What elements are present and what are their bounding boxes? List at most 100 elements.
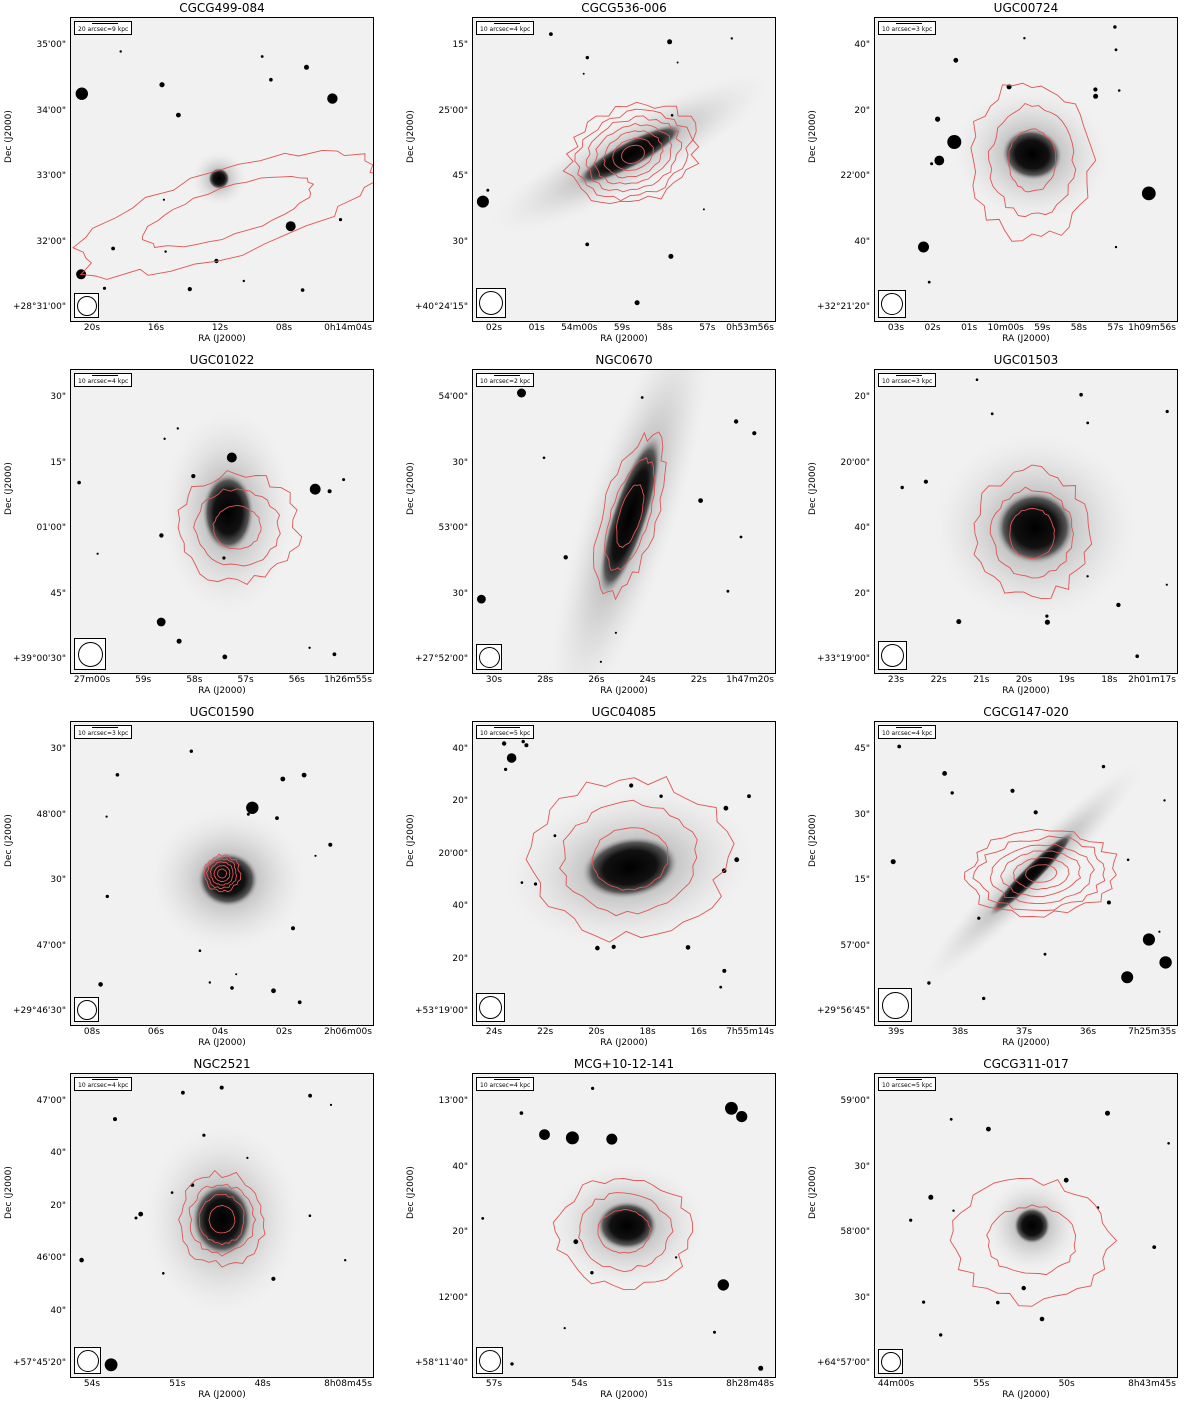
y-tick-label: +32°21'20": [816, 302, 870, 312]
galaxy-core: [202, 473, 254, 552]
star: [176, 638, 182, 644]
star: [918, 241, 929, 253]
x-axis-label: RA (J2000): [600, 334, 648, 344]
beam-indicator: [476, 993, 505, 1022]
x-tick-label: 20s: [588, 1027, 605, 1037]
hi-contour: [1025, 864, 1058, 883]
y-tick-label: 45": [854, 744, 870, 754]
star: [242, 279, 245, 283]
x-tick-label: 03s: [887, 323, 905, 333]
star: [947, 135, 962, 149]
galaxy-image-svg: [918, 25, 1156, 284]
x-tick-label: 02s: [275, 1027, 293, 1037]
galaxy-image-svg: [481, 1086, 764, 1371]
hi-contour: [963, 828, 1118, 918]
galaxy-panel: CGCG536-006 10 arcsec=4 kpc Dec (J2000) 15"…: [402, 0, 802, 351]
y-tick-label: 47'00": [36, 940, 66, 951]
x-tick-label: 48s: [254, 1379, 271, 1389]
x-tick-label: 36s: [1079, 1027, 1097, 1037]
y-tick-label: 45": [50, 588, 66, 599]
hi-contour: [593, 431, 667, 601]
hi-contour: [562, 101, 700, 205]
y-axis-label: Dec (J2000): [4, 462, 14, 515]
x-tick-label: 51s: [656, 1379, 673, 1389]
x-tick-label: 58s: [1070, 323, 1087, 333]
beam-ellipse: [78, 642, 103, 667]
star: [674, 1256, 678, 1259]
galaxy-panel: UGC01590 10 arcsec=3 kpc Dec (J2000) 30" 48'…: [0, 704, 400, 1055]
x-tick-label: 04s: [211, 1027, 229, 1037]
x-tick-label: 44m00s: [877, 1379, 915, 1389]
panel-title: UGC04085: [591, 705, 657, 719]
scale-bar-line: [92, 727, 118, 728]
y-tick-label: 20": [854, 588, 870, 599]
x-tick-label: 7h25m35s: [1128, 1027, 1176, 1037]
hi-contour: [1009, 508, 1055, 560]
star: [138, 1211, 144, 1217]
star: [271, 988, 276, 994]
star: [521, 739, 525, 744]
y-tick-label: 12'00": [438, 1292, 468, 1303]
hi-contour: [559, 799, 698, 917]
star: [327, 489, 332, 494]
star: [510, 1362, 514, 1366]
x-tick-label: 16s: [690, 1027, 707, 1037]
star: [300, 288, 305, 292]
y-tick-label: 20": [854, 105, 870, 116]
star: [246, 812, 250, 816]
beam-indicator: [476, 644, 502, 670]
star: [191, 474, 196, 479]
galaxy-image-svg: [98, 731, 333, 1005]
star: [159, 82, 165, 88]
y-tick-label: 25'00": [438, 105, 468, 116]
galaxy-image-svg: [72, 50, 373, 292]
star: [235, 973, 238, 976]
x-tick-label: 24s: [639, 675, 656, 685]
galaxy-panel: UGC04085 10 arcsec=5 kpc Dec (J2000) 40" 20"…: [402, 704, 802, 1055]
y-axis-label: Dec (J2000): [808, 110, 818, 163]
hi-contour: [1008, 128, 1057, 193]
star: [246, 801, 259, 814]
x-tick-label: 19s: [1058, 675, 1075, 685]
scale-bar-line: [896, 727, 922, 728]
hi-contour: [212, 504, 262, 550]
x-axis-label: RA (J2000): [1002, 1038, 1050, 1048]
star: [585, 55, 589, 60]
sky-image: 10 arcsec=3 kpc: [874, 369, 1178, 674]
y-tick-label: 01'00": [36, 523, 66, 533]
star: [308, 1214, 312, 1217]
y-tick-label: 33'00": [36, 171, 66, 181]
x-tick-label: 56s: [288, 675, 305, 685]
x-tick-label: 21s: [973, 675, 990, 685]
hi-contour: [198, 1193, 245, 1246]
star: [734, 857, 740, 863]
galaxy-image-svg: [909, 1110, 1170, 1337]
scale-bar: 10 arcsec=3 kpc: [878, 21, 937, 35]
star: [1021, 1285, 1026, 1291]
y-axis-label: Dec (J2000): [406, 462, 416, 515]
hi-contour: [593, 123, 673, 185]
x-axis-label: RA (J2000): [198, 686, 246, 696]
hi-contour: [602, 130, 664, 179]
galaxy-panel: CGCG147-020 10 arcsec=4 kpc Dec (J2000) 45"…: [804, 704, 1200, 1055]
star: [977, 916, 981, 920]
star: [1126, 858, 1130, 862]
hi-contour: [525, 776, 735, 943]
star: [533, 882, 538, 886]
x-tick-label: 58s: [186, 675, 203, 685]
star: [1086, 575, 1089, 578]
star: [75, 87, 88, 100]
hi-contour: [217, 868, 227, 879]
star: [1101, 764, 1106, 769]
y-tick-label: 20": [452, 953, 468, 964]
star: [1116, 602, 1121, 608]
y-tick-label: 20": [452, 796, 468, 807]
star: [111, 246, 115, 251]
star: [950, 791, 954, 795]
x-tick-label: 8h28m48s: [726, 1379, 774, 1389]
x-tick-label: 1h09m56s: [1128, 323, 1176, 333]
star: [952, 1209, 955, 1212]
star: [98, 982, 103, 987]
x-tick-label: 0h53m56s: [726, 323, 774, 333]
star: [582, 72, 585, 75]
